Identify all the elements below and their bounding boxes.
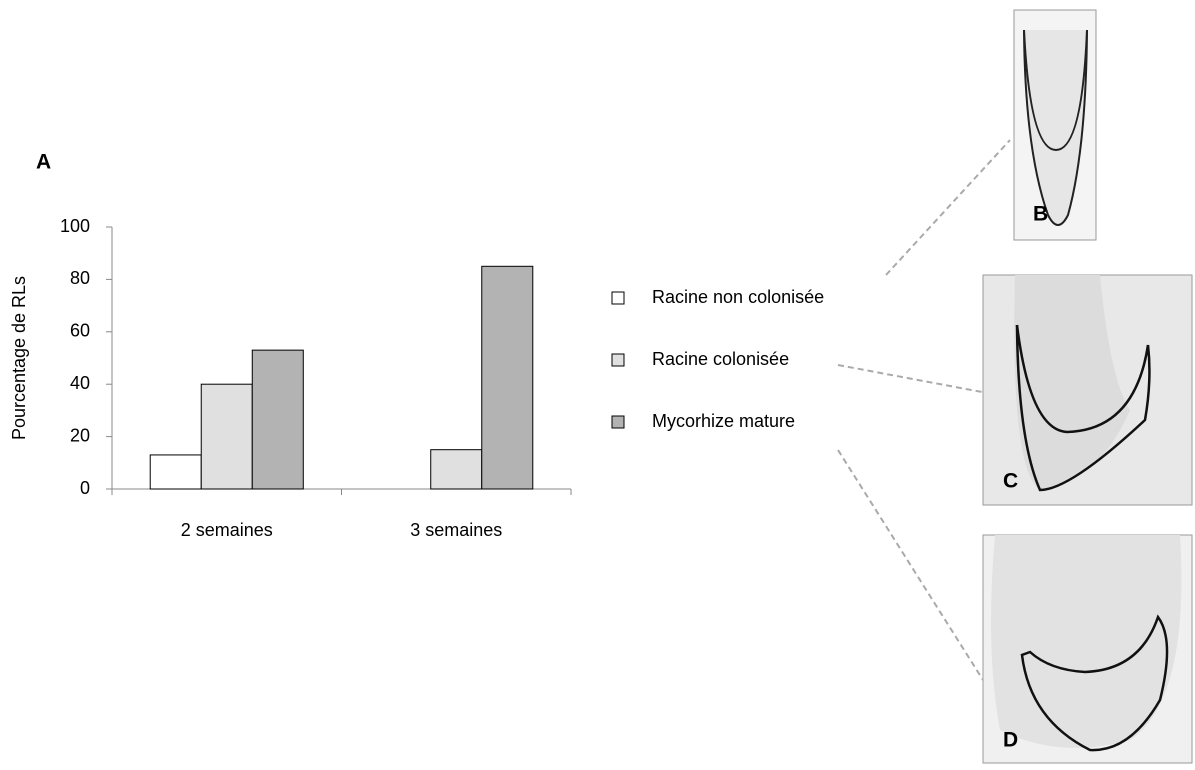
bar [200,383,253,490]
micrograph-d: D [982,534,1193,764]
panel-label: C [1003,470,1018,493]
legend-swatch [611,415,625,429]
x-tick-label: 2 semaines [181,520,273,540]
micrograph-c: C [982,274,1193,506]
panel-label: A [36,151,51,174]
x-tick-label: 3 semaines [410,520,502,540]
y-tick-label: 100 [60,216,90,236]
legend-label: Racine colonisée [652,349,789,369]
legend-label: Mycorhize mature [652,411,795,431]
bar [430,449,483,490]
y-tick-label: 20 [70,425,90,445]
micrograph-b: B [1013,9,1097,241]
bar [251,349,304,490]
y-tick-label: 60 [70,321,90,341]
panel-label: B [1033,203,1048,226]
panel-label: D [1003,729,1018,752]
bar [149,454,202,490]
y-tick-label: 0 [80,478,90,498]
legend-swatch [611,291,625,305]
legend-label: Racine non colonisée [652,287,824,307]
connectors [837,139,1011,681]
legend-swatch [611,353,625,367]
y-tick-label: 80 [70,268,90,288]
bar [481,265,534,490]
y-tick-label: 40 [70,373,90,393]
y-axis-label: Pourcentage de RLs [9,276,29,440]
